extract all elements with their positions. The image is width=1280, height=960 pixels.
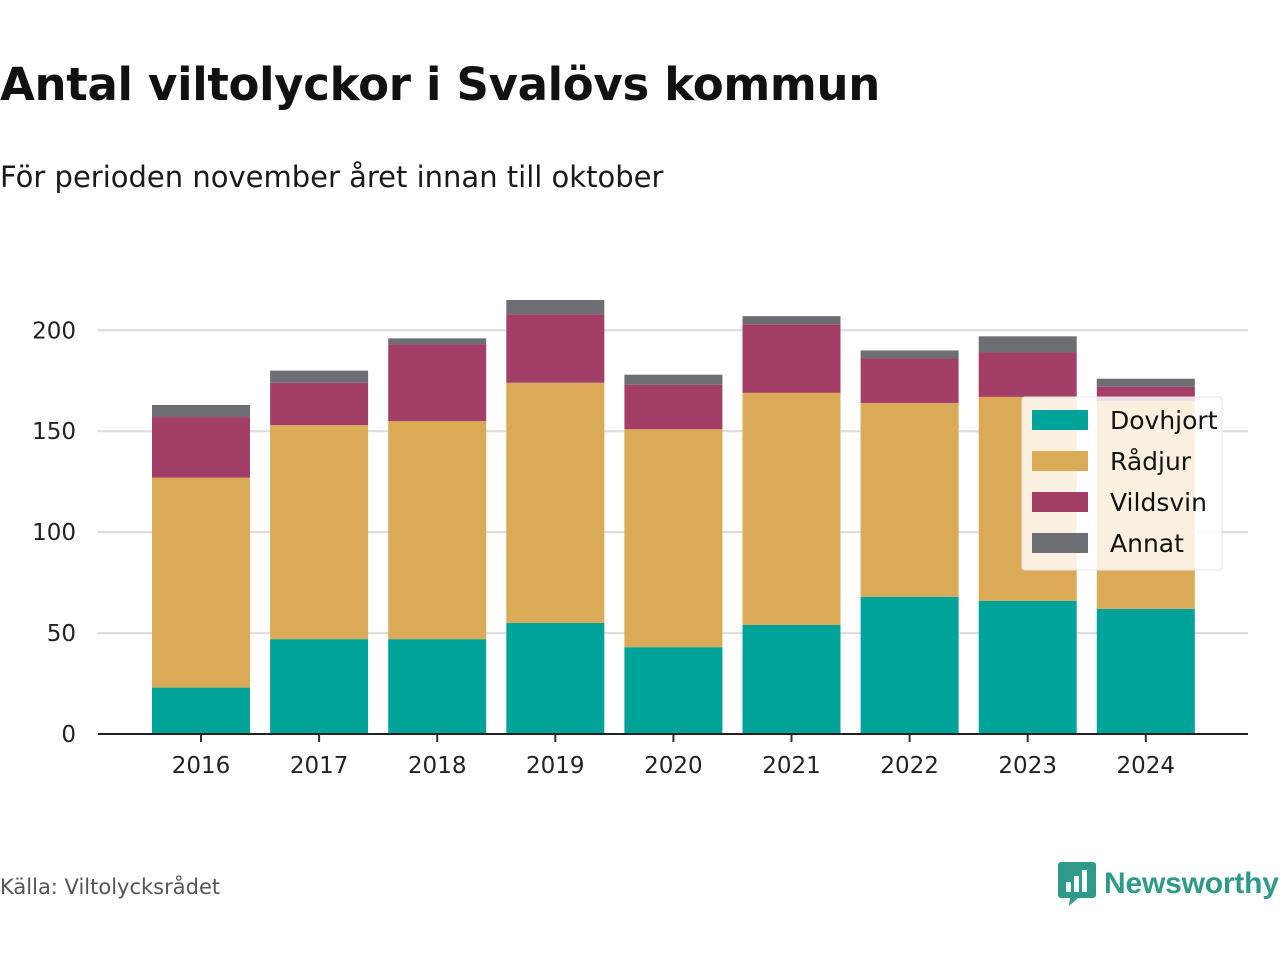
legend-label-rådjur: Rådjur [1110,447,1192,476]
x-tick-label: 2017 [290,753,349,779]
legend-label-dovhjort: Dovhjort [1110,406,1218,435]
y-tick-label: 50 [47,621,76,647]
bar-rådjur [152,477,250,688]
x-tick-label: 2022 [880,753,939,779]
bar-annat [978,336,1077,353]
bar-vildsvin [152,417,250,478]
legend-label-annat: Annat [1110,529,1184,558]
bar-dovhjort [978,600,1077,734]
bar-annat [624,374,723,385]
bar-dovhjort [742,624,841,734]
bar-vildsvin [978,352,1077,397]
x-tick-label: 2024 [1117,753,1176,779]
bar-chart-speech-bubble-icon [1058,862,1096,906]
bar-rådjur [624,429,723,648]
y-tick-label: 200 [32,318,76,344]
x-tick-label: 2021 [762,753,821,779]
legend-swatch-rådjur [1032,451,1088,471]
bar-annat [860,350,959,359]
bar-vildsvin [270,382,369,426]
bar-dovhjort [270,639,369,734]
bar-vildsvin [388,344,487,422]
bar-annat [506,300,605,315]
bar-annat [270,370,369,383]
legend-label-vildsvin: Vildsvin [1110,488,1207,517]
bar-dovhjort [624,647,723,734]
x-tick-label: 2019 [526,753,585,779]
bar-rådjur [388,421,487,640]
legend-box [1021,396,1223,571]
y-tick-label: 150 [32,419,76,445]
brand-logo[interactable]: Newsworthy [1058,862,1279,906]
legend-swatch-dovhjort [1032,410,1088,430]
legend: Dovhjort Rådjur Vildsvin Annat [1021,396,1223,571]
x-tick-label: 2018 [408,753,467,779]
bar-rådjur [270,425,369,640]
bar-annat [152,404,250,418]
y-tick-label: 100 [32,520,76,546]
x-tick-label: 2023 [998,753,1057,779]
chart-subtitle: För perioden november året innan till ok… [0,160,664,194]
bar-annat [742,316,841,325]
bar-dovhjort [388,639,487,734]
bar-vildsvin [624,384,723,430]
bar-annat [388,338,487,345]
bar-dovhjort [152,687,250,734]
bar-annat [1096,378,1195,387]
legend-swatch-vildsvin [1032,492,1088,512]
bar-dovhjort [1096,608,1195,734]
bar-rådjur [506,382,605,623]
bar-vildsvin [506,314,605,383]
chart-title: Antal viltolyckor i Svalövs kommun [0,58,880,111]
y-tick-label: 0 [61,722,76,748]
bar-vildsvin [742,324,841,393]
bar-rådjur [860,402,959,597]
x-tick-label: 2016 [172,753,231,779]
source-note: Källa: Viltolycksrådet [0,875,221,899]
bar-vildsvin [860,358,959,403]
bar-rådjur [742,392,841,625]
bar-dovhjort [860,596,959,734]
x-tick-label: 2020 [644,753,703,779]
bar-dovhjort [506,622,605,734]
brand-name: Newsworthy [1104,867,1279,900]
legend-swatch-annat [1032,533,1088,553]
